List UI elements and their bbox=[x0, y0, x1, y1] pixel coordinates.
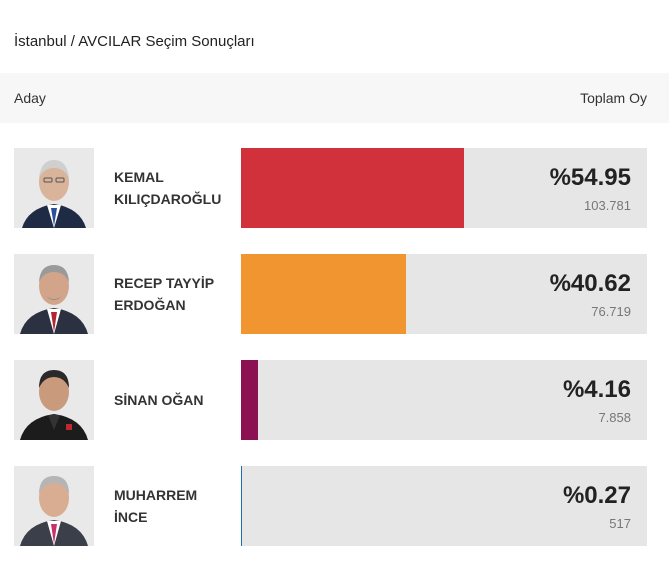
vote-count: 76.719 bbox=[591, 304, 631, 319]
result-bar-fill bbox=[241, 254, 406, 334]
candidate-photo bbox=[14, 148, 94, 228]
result-bar: %40.62 76.719 bbox=[241, 254, 647, 334]
candidate-name: MUHARREM İNCE bbox=[114, 487, 198, 525]
candidate-photo bbox=[14, 254, 94, 334]
candidate-photo bbox=[14, 466, 94, 546]
result-bar-fill bbox=[241, 360, 258, 440]
candidate-name: KEMAL KILIÇDAROĞLU bbox=[114, 169, 222, 207]
page-title: İstanbul / AVCILAR Seçim Sonuçları bbox=[14, 33, 255, 50]
table-header: Aday Toplam Oy bbox=[0, 73, 669, 123]
vote-count: 103.781 bbox=[584, 198, 631, 213]
candidate-name: RECEP TAYYİP ERDOĞAN bbox=[114, 275, 215, 313]
header-total-votes: Toplam Oy bbox=[580, 90, 647, 106]
candidate-row: KEMAL KILIÇDAROĞLU %54.95 103.781 bbox=[0, 148, 669, 228]
percent-label: %4.16 bbox=[562, 376, 631, 403]
percent-label: %40.62 bbox=[549, 270, 631, 297]
candidate-row: SİNAN OĞAN %4.16 7.858 bbox=[0, 360, 669, 440]
header-candidate: Aday bbox=[14, 90, 46, 106]
percent-label: %54.95 bbox=[549, 164, 631, 191]
result-bar: %4.16 7.858 bbox=[241, 360, 647, 440]
vote-count: 7.858 bbox=[598, 410, 631, 425]
result-bar: %54.95 103.781 bbox=[241, 148, 647, 228]
result-bar: %0.27 517 bbox=[241, 466, 647, 546]
candidate-row: RECEP TAYYİP ERDOĞAN %40.62 76.719 bbox=[0, 254, 669, 334]
candidate-photo bbox=[14, 360, 94, 440]
result-bar-fill bbox=[241, 148, 465, 228]
result-bar-fill bbox=[241, 466, 243, 546]
title-bar: İstanbul / AVCILAR Seçim Sonuçları bbox=[0, 0, 669, 72]
candidate-row: MUHARREM İNCE %0.27 517 bbox=[0, 466, 669, 546]
vote-count: 517 bbox=[609, 516, 631, 531]
candidate-name: SİNAN OĞAN bbox=[114, 392, 204, 408]
percent-label: %0.27 bbox=[562, 482, 631, 509]
